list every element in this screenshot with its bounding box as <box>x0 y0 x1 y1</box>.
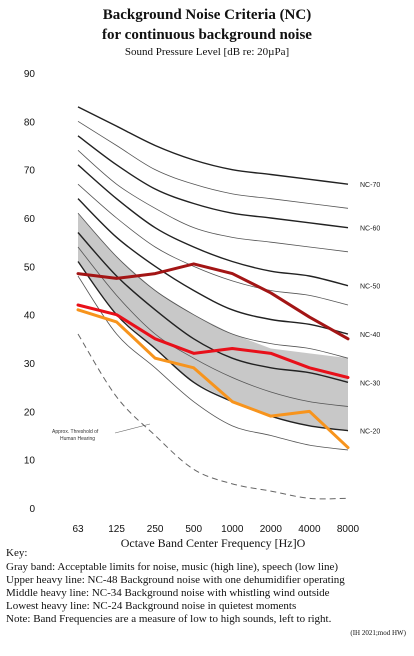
nc-curve-3 <box>77 150 349 253</box>
y-axis-label: Sound Pressure Level [dB re: 20µPa] <box>124 46 290 58</box>
key-line-lowest: Lowest heavy line: NC-24 Background nois… <box>6 600 297 612</box>
x-tick-1000: 1000 <box>221 524 244 535</box>
x-tick-500: 500 <box>185 524 202 535</box>
chart-title-line2: for continuous background noise <box>102 27 312 43</box>
nc-curve-7 <box>77 212 349 359</box>
nc-curve-1 <box>77 120 349 209</box>
key-line-note: Note: Band Frequencies are a measure of … <box>6 613 332 625</box>
measured-series-2 <box>76 308 350 450</box>
threshold-leader-line <box>114 423 151 434</box>
key-line-upper: Upper heavy line: NC-48 Background noise… <box>6 574 345 586</box>
nc-curve-2 <box>77 135 349 229</box>
threshold-label-line1: Approx. Threshold of <box>52 429 99 435</box>
x-tick-8000: 8000 <box>337 524 360 535</box>
nc-curve-9 <box>77 246 349 407</box>
y-tick-20: 20 <box>24 407 36 418</box>
y-tick-30: 30 <box>24 359 36 370</box>
x-tick-125: 125 <box>108 524 125 535</box>
x-tick-63: 63 <box>72 524 84 535</box>
nc-curve-label-4: NC-50 <box>360 284 380 291</box>
nc-curve-11 <box>77 275 349 451</box>
nc-curve-6 <box>77 198 349 335</box>
measured-series-1 <box>76 303 350 379</box>
nc-curve-label-2: NC-60 <box>360 226 380 233</box>
gray-band <box>78 213 348 431</box>
threshold-curve <box>77 333 349 500</box>
threshold-label-line2: Human Hearing <box>60 436 95 442</box>
x-tick-4000: 4000 <box>298 524 321 535</box>
key-line-gray-band: Gray band: Acceptable limits for noise, … <box>6 561 339 573</box>
nc-curve-label-8: NC-30 <box>360 380 380 387</box>
chart-title: Background Noise Criteria (NC) <box>102 7 312 23</box>
nc-curve-5 <box>77 183 349 306</box>
nc-curve-label-10: NC-20 <box>360 429 380 436</box>
y-tick-0: 0 <box>29 504 35 515</box>
x-tick-250: 250 <box>147 524 164 535</box>
x-tick-2000: 2000 <box>260 524 283 535</box>
x-axis-label: Octave Band Center Frequency [Hz]O <box>121 536 306 550</box>
y-tick-90: 90 <box>24 69 36 80</box>
nc-curve-4 <box>77 164 349 287</box>
y-tick-70: 70 <box>24 166 36 177</box>
nc-curve-label-6: NC-40 <box>360 332 380 339</box>
y-tick-60: 60 <box>24 214 36 225</box>
credit-note: (IH 2021;mod HW) <box>350 629 406 637</box>
y-tick-80: 80 <box>24 117 36 128</box>
measured-series-0 <box>76 262 350 341</box>
y-tick-10: 10 <box>24 456 36 467</box>
key-line-middle: Middle heavy line: NC-34 Background nois… <box>6 587 330 599</box>
y-tick-40: 40 <box>24 311 36 322</box>
nc-curve-0 <box>77 106 349 185</box>
y-tick-50: 50 <box>24 262 36 273</box>
nc-curve-label-0: NC-70 <box>360 182 380 189</box>
key-heading: Key: <box>6 547 28 559</box>
